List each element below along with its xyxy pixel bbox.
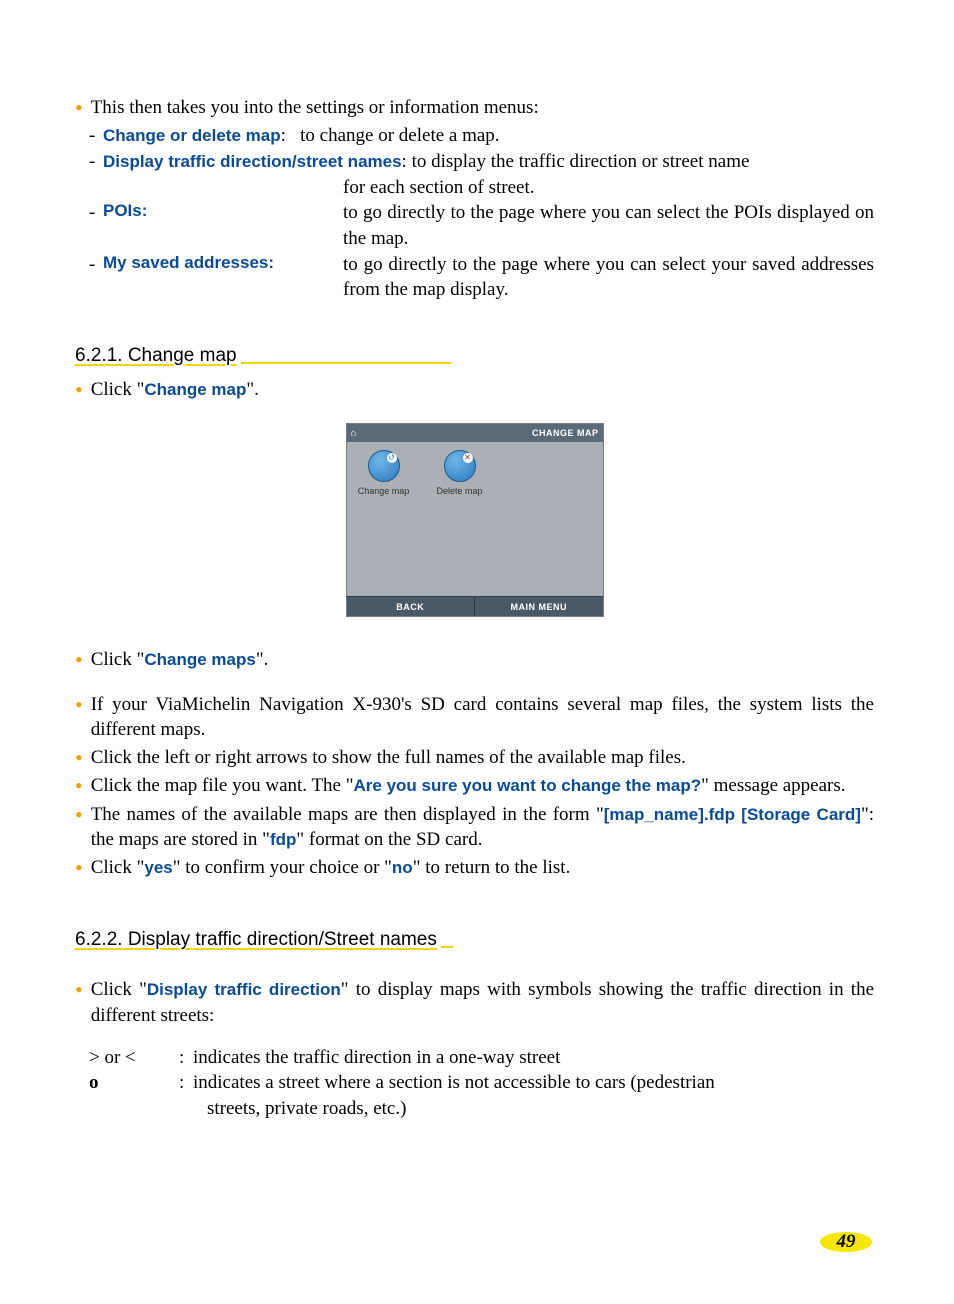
screen-footer: BACK MAIN MENU [347, 596, 603, 616]
def-desc: to change or delete a map. [300, 125, 499, 146]
dash-icon: - [89, 252, 103, 303]
bullet-map-names: • The names of the available maps are th… [75, 802, 874, 853]
bullet-click-change-map: • Click "Change map". [75, 377, 874, 403]
bullet-icon: • [75, 95, 83, 121]
screen-body: Change map Delete map [347, 442, 603, 596]
icon-change-map[interactable]: Change map [353, 450, 415, 496]
heading-title: 6.2.2. Display traffic direction/Street … [75, 929, 437, 951]
bullet-icon: • [75, 855, 83, 881]
heading-622: 6.2.2. Display traffic direction/Street … [75, 929, 874, 951]
bullet-confirm-msg: • Click the map file you want. The "Are … [75, 773, 874, 799]
bullet-icon: • [75, 977, 83, 1003]
def-term: Change or delete map [103, 126, 281, 145]
bullet-icon: • [75, 745, 83, 771]
icon-delete-map[interactable]: Delete map [429, 450, 491, 496]
bullet-yes-no: • Click "yes" to confirm your choice or … [75, 855, 874, 881]
screenshot-change-map: ⌂ CHANGE MAP Change map Delete map BACK … [75, 423, 874, 617]
bullet-click-change-maps: • Click "Change maps". [75, 647, 874, 673]
indicator-symbol: o [89, 1070, 179, 1096]
icon-label: Change map [353, 486, 415, 496]
device-screen: ⌂ CHANGE MAP Change map Delete map BACK … [346, 423, 604, 617]
bullet-icon: • [75, 692, 83, 718]
delete-map-icon [444, 450, 476, 482]
indicator-desc: indicates a street where a section is no… [193, 1070, 874, 1096]
def-desc: to go directly to the page where you can… [343, 252, 874, 303]
indicator-oneway: > or < : indicates the traffic direction… [89, 1045, 874, 1071]
intro-text: This then takes you into the settings or… [91, 95, 539, 121]
screen-titlebar: ⌂ CHANGE MAP [347, 424, 603, 442]
heading-621: 6.2.1. Change map [75, 345, 874, 367]
dash-icon: - [89, 200, 103, 251]
change-map-icon [368, 450, 400, 482]
heading-underline [241, 362, 451, 364]
heading-underline [441, 946, 453, 948]
def-row-traffic: -Display traffic direction/street names:… [89, 149, 874, 200]
bullet-icon: • [75, 773, 83, 799]
def-term: My saved addresses [103, 253, 268, 272]
bullet-icon: • [75, 647, 83, 673]
bullet-sd-card: • If your ViaMichelin Navigation X-930's… [75, 692, 874, 743]
bullet-icon: • [75, 377, 83, 403]
indicator-pedestrian: o : indicates a street where a section i… [89, 1070, 874, 1096]
intro-bullet: • This then takes you into the settings … [75, 95, 874, 121]
def-desc: to go directly to the page where you can… [343, 200, 874, 251]
indicator-symbol: > or < [89, 1045, 179, 1071]
dash-icon: - [89, 123, 103, 149]
indicator-desc-cont: streets, private roads, etc.) [207, 1096, 874, 1122]
heading-title: 6.2.1. Change map [75, 345, 237, 367]
home-icon: ⌂ [351, 428, 358, 439]
page-number-badge: 49 [818, 1230, 874, 1254]
bullet-icon: • [75, 802, 83, 828]
def-row-pois: - POIs: to go directly to the page where… [89, 200, 874, 251]
bullet-arrows: • Click the left or right arrows to show… [75, 745, 874, 771]
def-term: Display traffic direction/street names [103, 152, 402, 171]
def-row-change-map: - Change or delete map: to change or del… [89, 123, 874, 149]
indicator-desc: indicates the traffic direction in a one… [193, 1045, 874, 1071]
screen-title: CHANGE MAP [532, 428, 599, 438]
def-row-saved-addr: - My saved addresses: to go directly to … [89, 252, 874, 303]
page-number: 49 [837, 1231, 856, 1253]
bullet-display-traffic: • Click "Display traffic direction" to d… [75, 977, 874, 1028]
icon-label: Delete map [429, 486, 491, 496]
back-button[interactable]: BACK [347, 596, 475, 616]
main-menu-button[interactable]: MAIN MENU [474, 596, 603, 616]
page-content: • This then takes you into the settings … [0, 0, 954, 1182]
def-term: POIs [103, 201, 142, 220]
dash-icon: - [89, 149, 103, 175]
